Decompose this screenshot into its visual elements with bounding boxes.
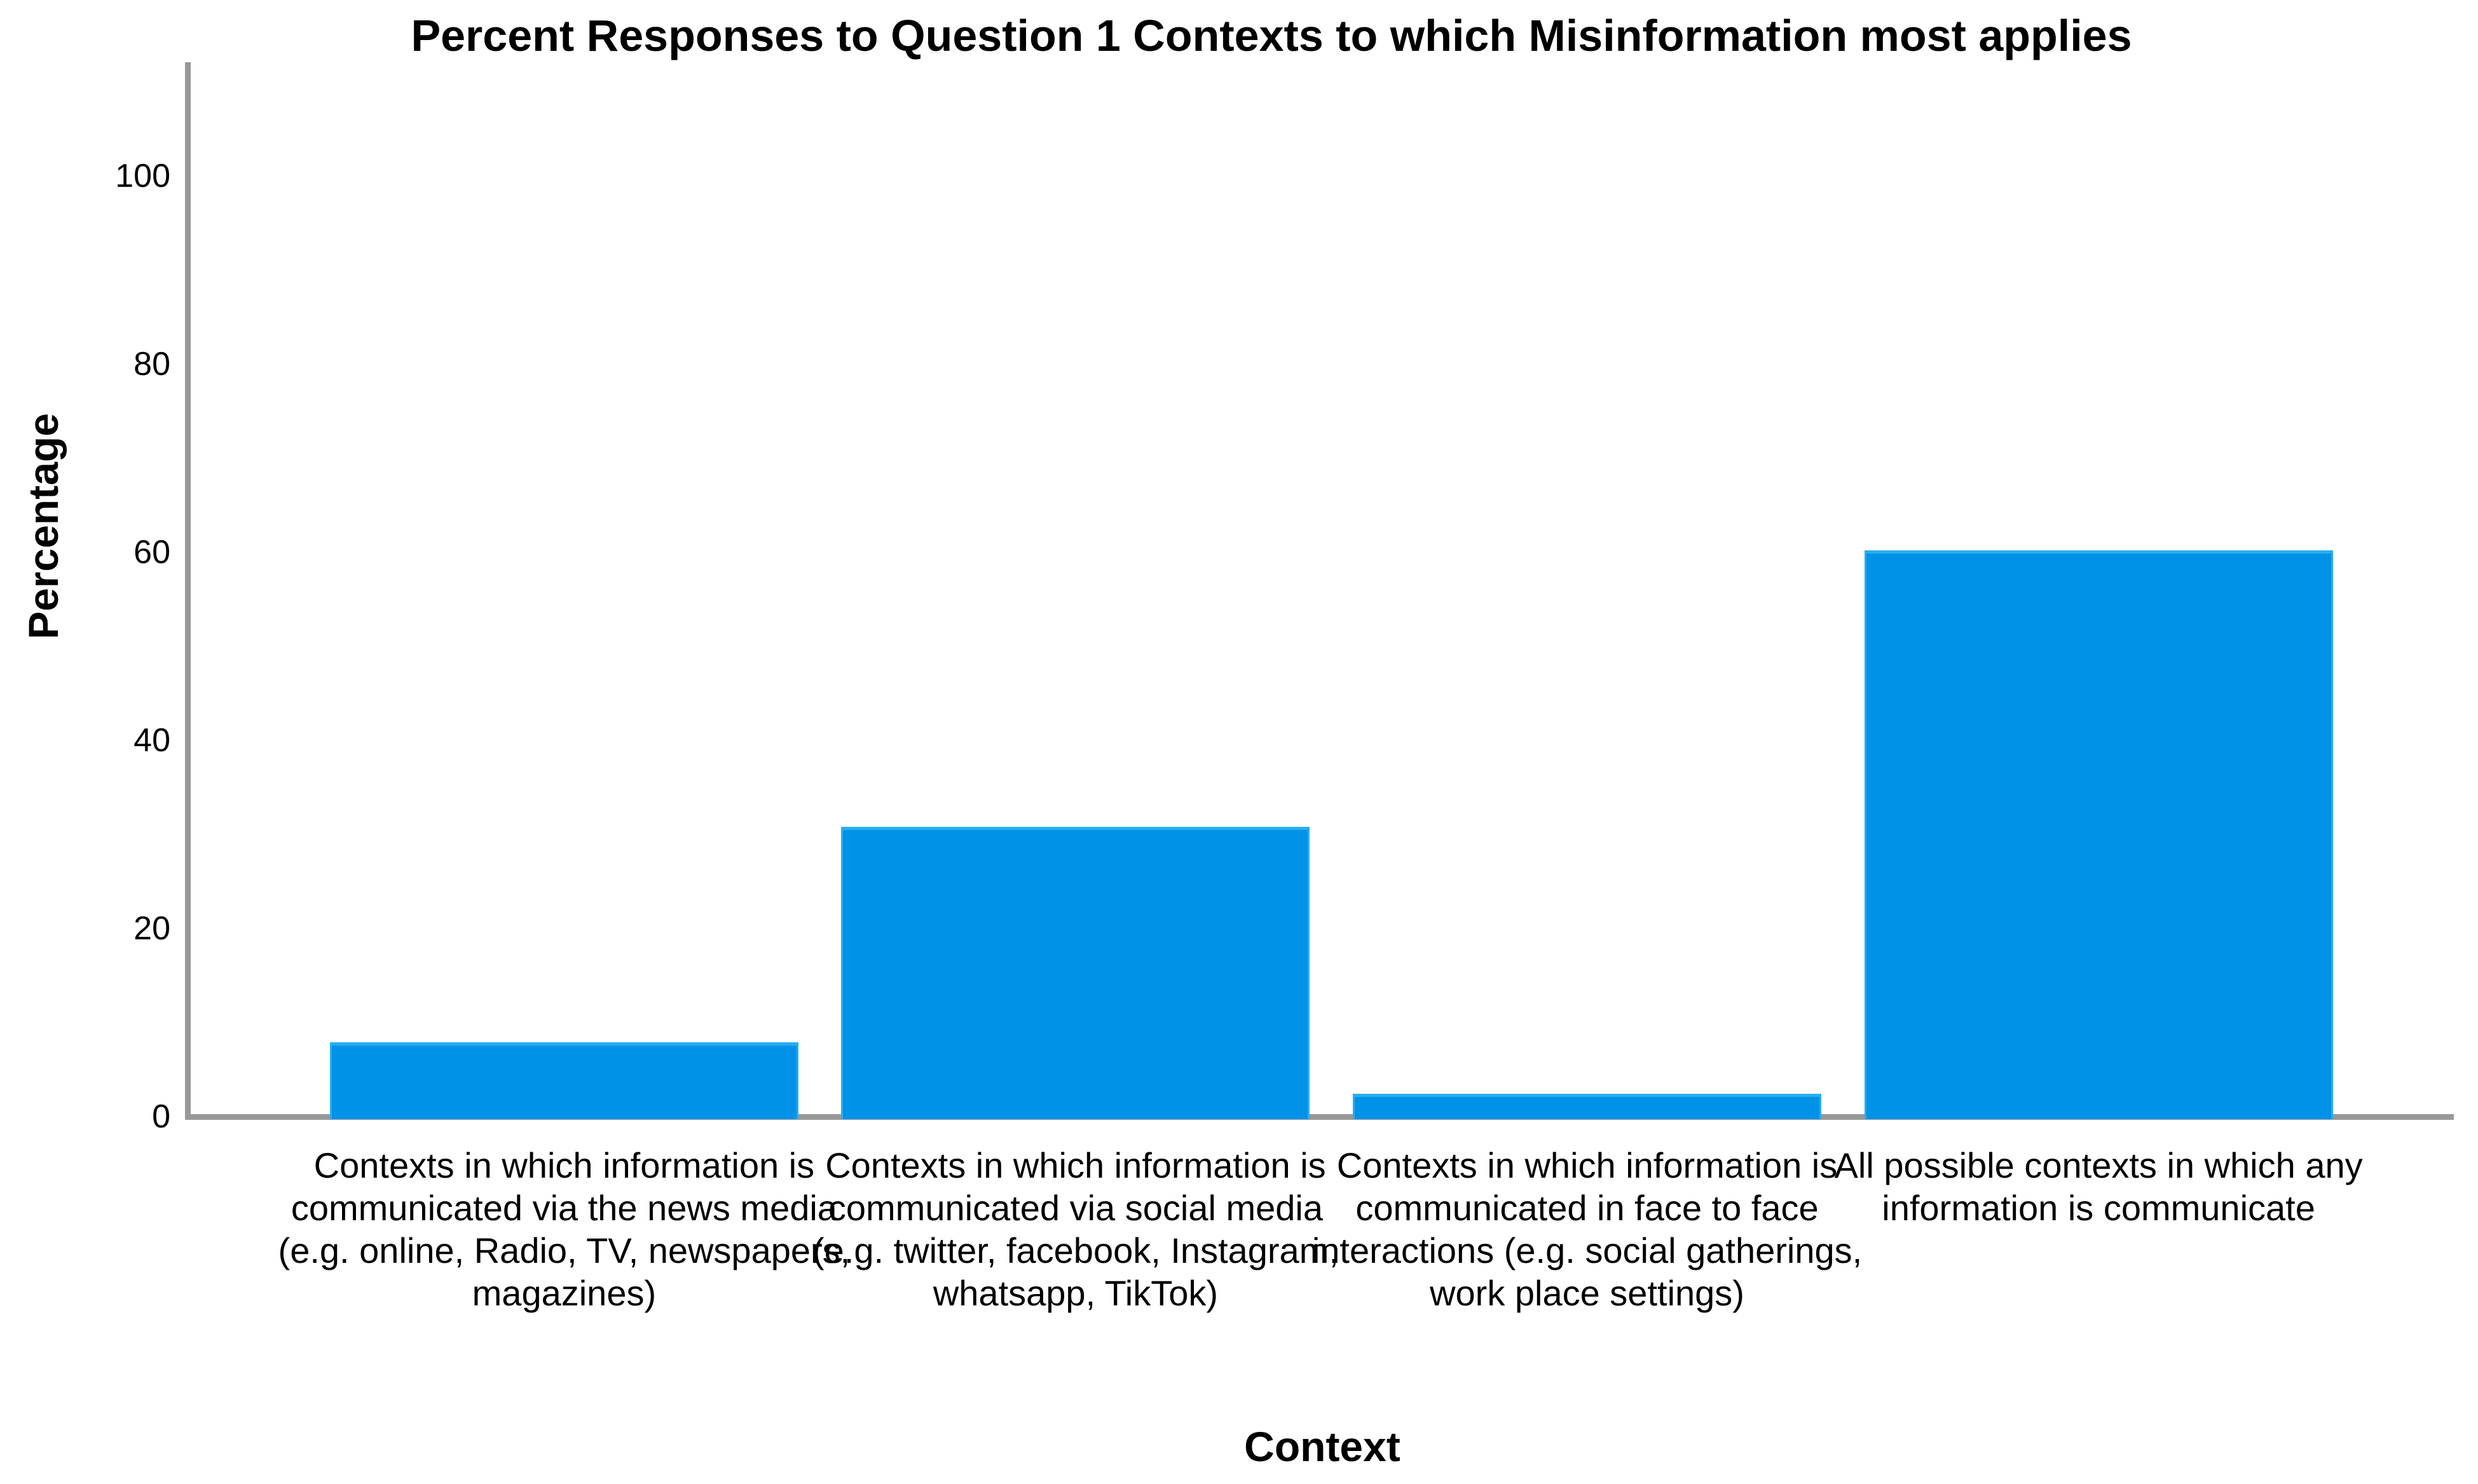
- bar-2: [841, 827, 1310, 1119]
- y-axis-title: Percentage: [20, 413, 67, 639]
- x-axis-title: Context: [1244, 1423, 1400, 1470]
- bar-3: [1353, 1094, 1822, 1119]
- y-tick-label-80: 80: [133, 346, 170, 383]
- category-label-1: Contexts in which information is communi…: [278, 1145, 851, 1313]
- category-label-2: Contexts in which information is communi…: [812, 1145, 1339, 1313]
- x-axis-line: [185, 1114, 2454, 1120]
- bar-4: [1864, 550, 2333, 1119]
- category-label-3: Contexts in which information is communi…: [1311, 1145, 1863, 1313]
- bar-1: [329, 1042, 798, 1119]
- y-tick-label-0: 0: [152, 1098, 170, 1135]
- y-tick-label-40: 40: [133, 722, 170, 759]
- category-label-4: All possible contexts in which any infor…: [1834, 1145, 2363, 1228]
- y-tick-label-20: 20: [133, 910, 170, 947]
- y-tick-label-100: 100: [115, 158, 170, 194]
- chart-title: Percent Responses to Question 1 Contexts…: [411, 11, 2132, 60]
- y-tick-label-60: 60: [133, 534, 170, 571]
- y-axis-line: [185, 62, 191, 1119]
